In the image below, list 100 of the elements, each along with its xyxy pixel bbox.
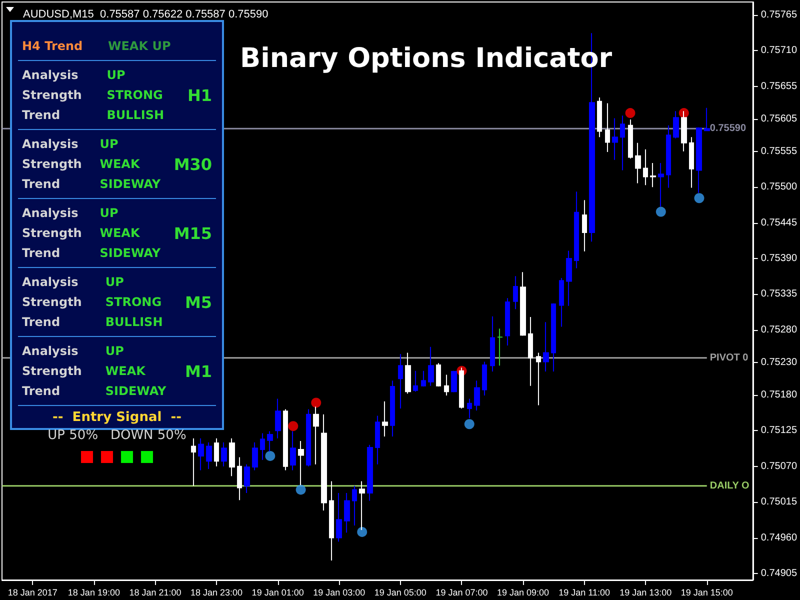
annotation: WEAK bbox=[100, 225, 141, 242]
y-tick-label: 0.75710 bbox=[760, 45, 798, 56]
point bbox=[357, 526, 368, 537]
candlestick bbox=[497, 328, 503, 366]
candlestick bbox=[528, 316, 533, 386]
y-tick-label: 0.75335 bbox=[760, 288, 798, 300]
point bbox=[311, 398, 322, 408]
ref-line-label: PIVOT 0 bbox=[710, 352, 749, 364]
annotation: Trend bbox=[22, 107, 62, 124]
point bbox=[464, 419, 474, 430]
annotation: M15 bbox=[174, 224, 212, 242]
annotation: SIDEWAY bbox=[105, 383, 168, 400]
candlestick bbox=[467, 398, 472, 419]
candlestick bbox=[628, 119, 633, 160]
candlestick bbox=[689, 136, 694, 188]
y-tick-label: 0.75445 bbox=[760, 217, 798, 228]
y-tick-label: 0.75390 bbox=[760, 253, 798, 264]
annotation: Analysis bbox=[22, 343, 80, 360]
annotation: Strength bbox=[22, 363, 83, 380]
candlestick bbox=[413, 370, 418, 392]
annotation: Trend bbox=[22, 245, 62, 262]
annotation: UP bbox=[106, 67, 126, 84]
candlestick bbox=[252, 442, 258, 471]
ref-line-label: DAILY O bbox=[710, 480, 750, 492]
y-tick-label: 0.75230 bbox=[760, 356, 798, 368]
x-tick-label: 19 Jan 11:00 bbox=[558, 588, 610, 598]
point bbox=[656, 206, 666, 217]
candlestick bbox=[206, 442, 212, 470]
candlestick bbox=[582, 200, 587, 252]
candlestick bbox=[382, 400, 388, 437]
y-tick-label: 0.75765 bbox=[760, 9, 798, 20]
candlestick bbox=[321, 414, 327, 512]
x-tick-label: 19 Jan 05:00 bbox=[374, 588, 426, 598]
annotation: Strength bbox=[22, 225, 83, 242]
annotation: Trend bbox=[22, 176, 62, 193]
candlestick bbox=[344, 492, 350, 534]
annotation: Strength bbox=[22, 156, 83, 173]
candlestick bbox=[574, 191, 579, 269]
point bbox=[625, 108, 636, 118]
annotation: SIDEWAY bbox=[100, 176, 162, 193]
candlestick bbox=[290, 430, 296, 471]
annotation: SIDEWAY bbox=[100, 245, 162, 262]
annotation: UP bbox=[100, 205, 120, 222]
candlestick bbox=[513, 276, 518, 310]
point bbox=[288, 421, 298, 432]
y-tick-label: 0.74905 bbox=[760, 568, 798, 580]
y-tick-label: 0.75605 bbox=[760, 113, 798, 124]
candlestick bbox=[336, 492, 342, 542]
x-tick-label: 19 Jan 09:00 bbox=[496, 588, 550, 598]
candlestick bbox=[191, 438, 196, 486]
x-tick-label: 19 Jan 15:00 bbox=[680, 588, 733, 598]
candlestick bbox=[306, 408, 311, 467]
annotation: WEAK bbox=[100, 156, 141, 173]
candlestick bbox=[551, 302, 556, 372]
annotation: STRONG bbox=[106, 87, 164, 104]
x-tick-label: 19 Jan 01:00 bbox=[252, 588, 304, 598]
annotation: BULLISH bbox=[106, 107, 166, 124]
candlestick bbox=[673, 110, 679, 139]
candlestick bbox=[650, 162, 656, 188]
candlestick bbox=[375, 415, 380, 465]
candlestick bbox=[681, 110, 687, 152]
candlestick bbox=[260, 432, 265, 460]
candlestick bbox=[612, 118, 618, 160]
candlestick bbox=[559, 278, 564, 328]
y-tick-label: 0.75180 bbox=[760, 389, 798, 400]
candlestick bbox=[536, 352, 541, 406]
candlestick bbox=[436, 362, 441, 387]
annotation: M1 bbox=[184, 362, 212, 380]
candlestick bbox=[696, 126, 702, 194]
x-tick-label: 18 Jan 19:00 bbox=[68, 588, 120, 598]
candlestick bbox=[605, 102, 610, 153]
candlestick bbox=[390, 380, 395, 437]
annotation: M5 bbox=[184, 292, 212, 312]
candlestick bbox=[428, 346, 434, 386]
y-tick-label: 0.75500 bbox=[760, 182, 798, 193]
y-tick-label: 0.75015 bbox=[760, 496, 798, 508]
candlestick bbox=[214, 438, 219, 467]
ref-line-label: 0.75590 bbox=[710, 123, 746, 134]
x-tick-label: 18 Jan 23:00 bbox=[190, 588, 243, 598]
candlestick bbox=[313, 406, 319, 465]
annotation: WEAK UP bbox=[108, 39, 171, 53]
annotation: -- Entry Signal -- bbox=[51, 410, 183, 425]
candlestick bbox=[704, 107, 710, 132]
x-tick-label: 18 Jan 2017 bbox=[8, 588, 58, 598]
annotation: WEAK bbox=[105, 363, 146, 380]
candlestick bbox=[329, 480, 334, 562]
annotation: Strength bbox=[22, 294, 83, 311]
candlestick bbox=[405, 352, 411, 394]
candlestick bbox=[451, 370, 457, 393]
candlestick bbox=[666, 124, 671, 188]
annotation: Trend bbox=[22, 314, 62, 331]
annotation: UP bbox=[105, 343, 125, 360]
y-tick-label: 0.75280 bbox=[760, 324, 798, 336]
annotation: UP bbox=[100, 136, 120, 153]
candlestick bbox=[505, 298, 510, 346]
y-tick-label: 0.75070 bbox=[760, 460, 798, 472]
point bbox=[694, 193, 704, 204]
text: AUDUSD,M15 0.75587 0.75622 0.75587 0.75590 bbox=[23, 8, 268, 20]
candlestick bbox=[444, 374, 449, 396]
annotation: Analysis bbox=[22, 205, 80, 222]
